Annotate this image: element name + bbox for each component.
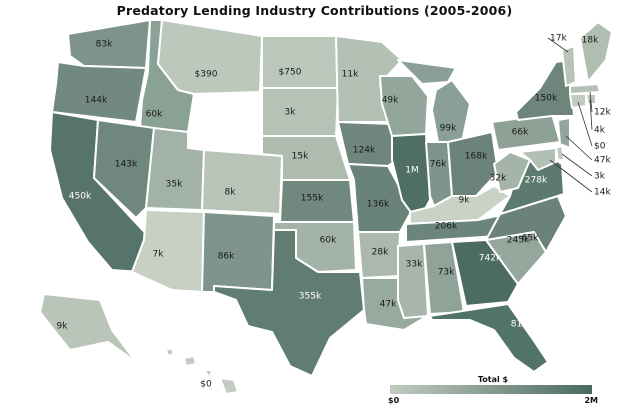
state-label-il: 1M: [405, 166, 419, 176]
state-label-az: 7k: [153, 250, 165, 260]
state-label-ct: $0: [594, 142, 606, 152]
state-label-tx: 355k: [299, 292, 322, 302]
state-label-nv: 143k: [115, 160, 138, 170]
state-label-ny: 150k: [535, 94, 558, 104]
state-label-ma: 12k: [594, 108, 611, 118]
state-label-or: 144k: [85, 96, 108, 106]
legend-title: Total $: [477, 375, 509, 384]
state-label-ks: 155k: [301, 194, 324, 204]
state-label-al: 73k: [438, 268, 455, 278]
leader-line-vt: [547, 37, 569, 53]
state-de: [555, 145, 565, 161]
state-label-va: 278k: [525, 176, 548, 186]
state-label-wa: 83k: [96, 40, 113, 50]
state-label-la: 47k: [380, 300, 397, 310]
state-ct: [569, 93, 587, 109]
state-nv: [93, 119, 155, 219]
state-label-ri: 4k: [594, 126, 606, 136]
legend-gradient-bar: [390, 385, 592, 394]
map-title: Predatory Lending Industry Contributions…: [116, 3, 513, 18]
state-label-fl: 817k: [511, 320, 534, 330]
state-oh: [447, 131, 499, 197]
state-label-mi: 99k: [440, 124, 457, 134]
state-label-in: 76k: [430, 160, 447, 170]
state-label-ut: 35k: [166, 180, 183, 190]
state-label-nm: 86k: [218, 252, 235, 262]
state-or: [51, 61, 147, 123]
state-label-nd: $750: [279, 68, 302, 78]
state-nj: [557, 117, 571, 149]
legend-max-label: 2M: [584, 396, 598, 405]
leader-line-ct: [577, 101, 593, 147]
state-label-md: 14k: [594, 188, 611, 198]
state-md: [519, 147, 557, 171]
state-label-sc: 65k: [522, 234, 539, 244]
state-me: [579, 21, 613, 83]
legend-min-label: $0: [388, 396, 400, 405]
state-wv: [493, 151, 531, 193]
state-label-wv: 32k: [490, 174, 507, 184]
state-label-wi: 49k: [382, 96, 399, 106]
state-sd: [261, 87, 339, 139]
state-label-de: 3k: [594, 172, 606, 182]
state-wy: [187, 93, 263, 153]
leader-line-nj: [565, 135, 593, 161]
state-ak: [39, 293, 137, 363]
state-label-ne: 15k: [292, 152, 309, 162]
state-label-ia: 124k: [353, 146, 376, 156]
state-label-co: 8k: [225, 188, 237, 198]
state-label-ar: 28k: [372, 248, 389, 258]
leader-line-md: [549, 159, 593, 193]
state-label-ak: 9k: [57, 322, 69, 332]
state-mt: [157, 19, 263, 95]
state-label-nj: 47k: [594, 156, 611, 166]
state-fl: [429, 303, 549, 373]
state-label-ca: 450k: [69, 192, 92, 202]
state-label-vt: 17k: [550, 34, 567, 44]
state-nd: [261, 35, 339, 89]
state-label-mn: 11k: [342, 70, 359, 80]
state-hi: [165, 347, 239, 395]
state-co: [201, 149, 283, 215]
state-nm: [201, 211, 275, 293]
state-label-ok: 60k: [320, 236, 337, 246]
state-ga: [451, 239, 519, 307]
state-az: [131, 209, 205, 293]
state-label-sd: 3k: [285, 108, 297, 118]
state-label-nc: 245k: [507, 236, 530, 246]
state-label-pa: 66k: [512, 128, 529, 138]
state-label-id: 60k: [146, 110, 163, 120]
leader-line-de: [561, 153, 593, 177]
state-label-mt: $390: [195, 70, 218, 80]
state-tx: [213, 229, 365, 377]
state-label-hi: $0: [200, 380, 212, 390]
leader-line-ri: [589, 99, 593, 131]
state-ms: [397, 243, 429, 319]
state-label-tn: 206k: [435, 222, 458, 232]
state-label-ms: 33k: [406, 260, 423, 270]
leader-line-ma: [589, 91, 593, 113]
state-label-ky: 9k: [459, 196, 471, 206]
state-label-mo: 136k: [367, 200, 390, 210]
state-label-oh: 168k: [465, 152, 488, 162]
legend: Total $ $0 2M: [388, 375, 598, 415]
state-ma: [569, 83, 601, 95]
state-label-me: 18k: [582, 36, 599, 46]
state-label-ga: 742k: [479, 254, 502, 264]
